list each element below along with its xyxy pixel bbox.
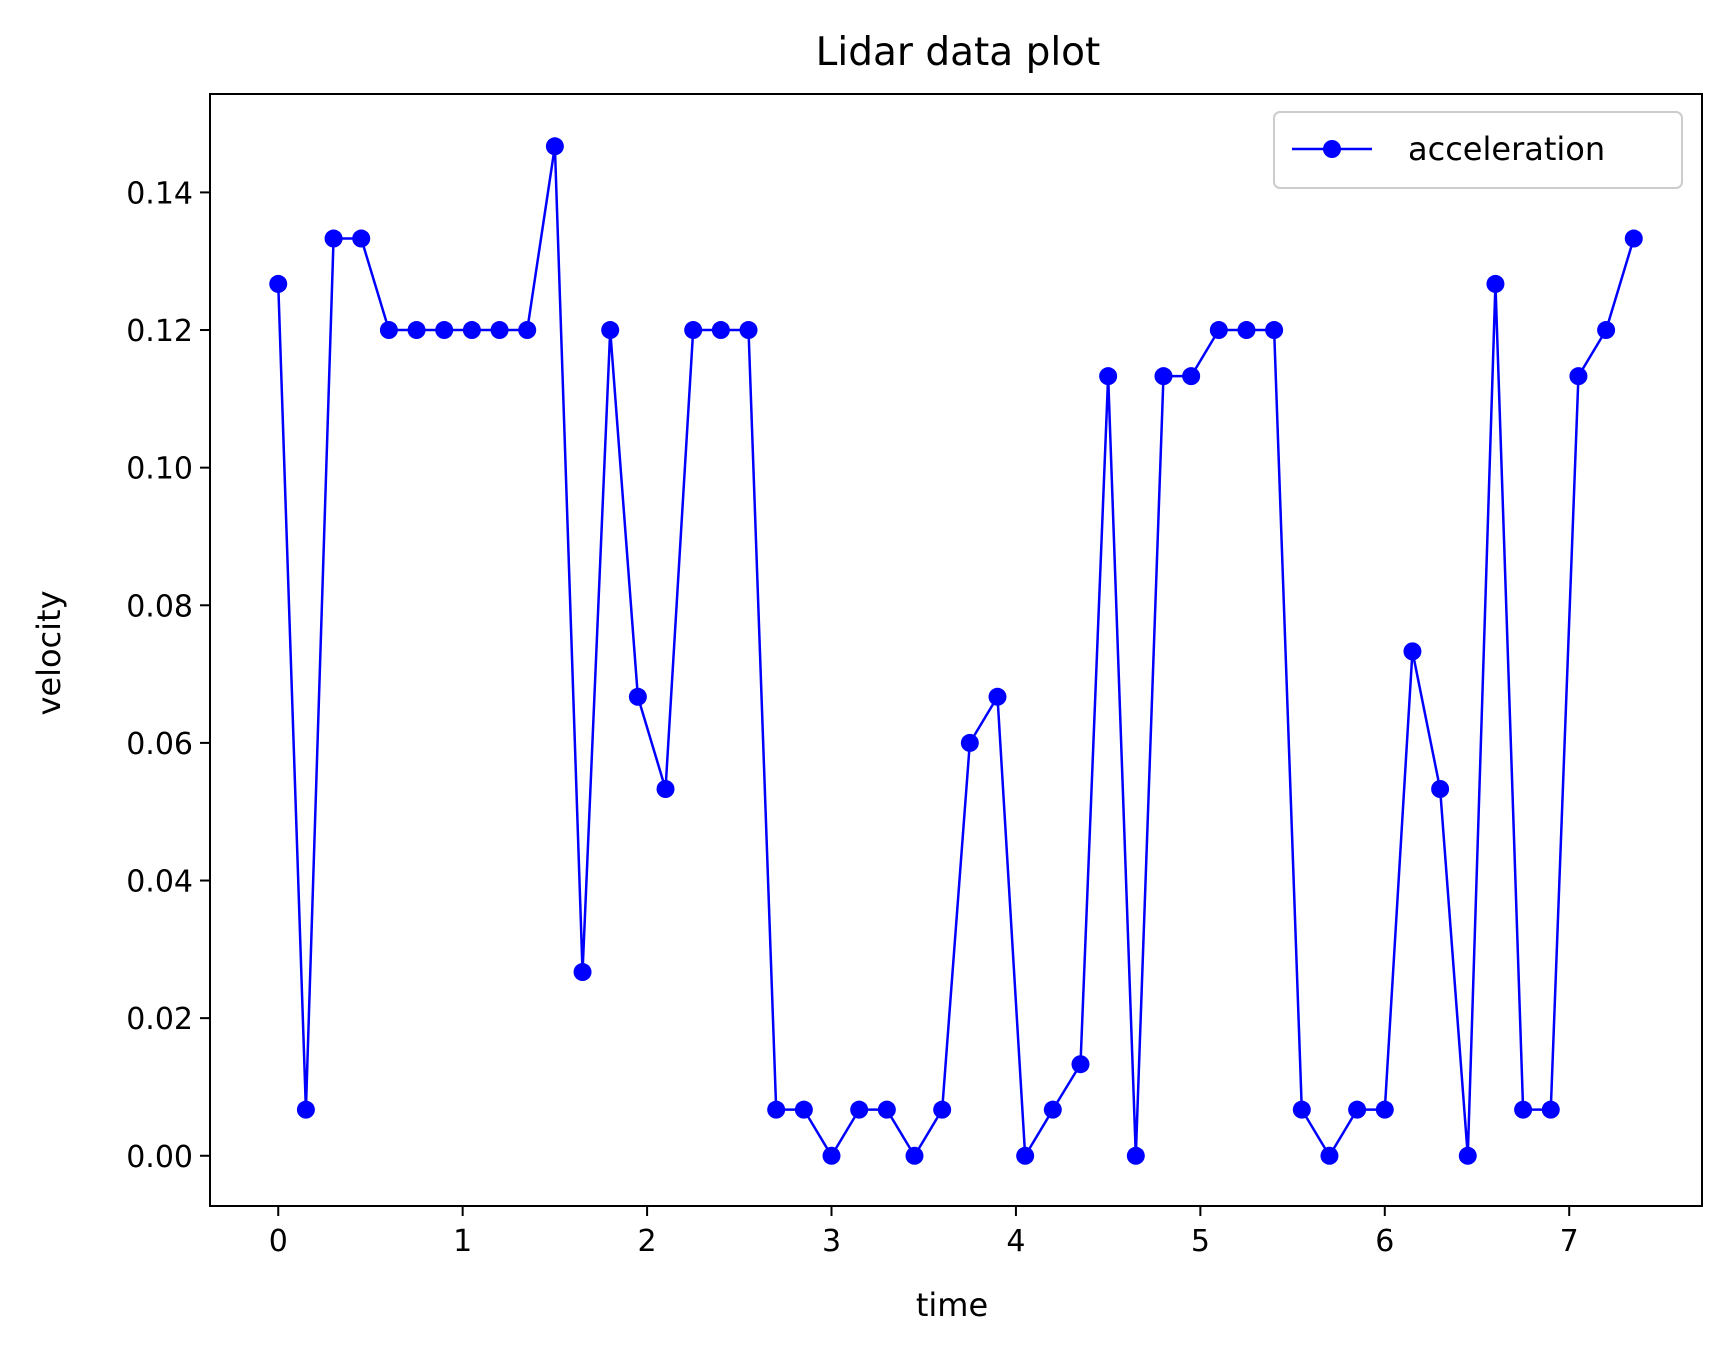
x-tick-label: 7 — [1560, 1224, 1579, 1259]
data-point — [1071, 1055, 1090, 1074]
data-point — [794, 1100, 813, 1119]
data-point — [324, 229, 343, 248]
data-point — [767, 1100, 786, 1119]
data-point — [1237, 321, 1256, 340]
data-point — [407, 321, 426, 340]
data-point — [379, 321, 398, 340]
data-point — [850, 1100, 869, 1119]
y-axis-label: velocity — [30, 590, 68, 715]
data-point — [1597, 321, 1616, 340]
data-point — [1431, 780, 1450, 798]
x-tick-label: 3 — [822, 1224, 841, 1259]
data-point — [545, 137, 564, 156]
x-axis: 0 1 2 3 4 5 6 7 — [269, 1206, 1579, 1259]
data-point — [933, 1100, 952, 1119]
data-point — [1348, 1100, 1367, 1119]
x-tick-label: 5 — [1191, 1224, 1210, 1259]
data-point — [877, 1100, 896, 1119]
data-point — [822, 1146, 841, 1165]
x-axis-label: time — [916, 1286, 988, 1324]
y-tick-label: 0.00 — [126, 1140, 193, 1175]
data-point — [601, 321, 620, 340]
data-point — [656, 780, 675, 798]
data-point — [1403, 642, 1422, 661]
x-tick-label: 4 — [1006, 1224, 1025, 1259]
x-tick-label: 0 — [269, 1224, 288, 1259]
y-tick-label: 0.08 — [126, 589, 193, 624]
y-tick-label: 0.10 — [126, 452, 193, 487]
axes-frame — [209, 93, 1703, 1207]
data-point — [711, 321, 730, 340]
data-point — [1209, 321, 1228, 340]
data-point — [628, 687, 647, 706]
chart-title: Lidar data plot — [816, 30, 1101, 75]
data-point — [960, 733, 979, 752]
data-point — [1375, 1100, 1394, 1119]
data-point — [1182, 367, 1201, 386]
data-point — [1043, 1100, 1062, 1119]
data-point — [1265, 321, 1284, 340]
data-point — [988, 687, 1007, 706]
y-tick-label: 0.12 — [126, 314, 193, 349]
data-point — [1569, 367, 1588, 386]
data-point — [435, 321, 454, 340]
legend: acceleration — [1273, 111, 1683, 189]
data-point — [296, 1100, 315, 1119]
data-point — [1292, 1100, 1311, 1119]
data-point — [1514, 1100, 1533, 1119]
y-tick-label: 0.14 — [126, 176, 193, 211]
data-point — [1099, 367, 1118, 386]
x-tick-label: 6 — [1375, 1224, 1394, 1259]
legend-label-acceleration: acceleration — [1408, 130, 1605, 168]
x-tick-label: 2 — [638, 1224, 657, 1259]
y-tick-label: 0.06 — [126, 727, 193, 762]
data-point — [269, 274, 288, 293]
data-point — [490, 321, 509, 340]
data-point — [1458, 1146, 1477, 1165]
data-point — [1016, 1146, 1035, 1165]
legend-box — [1273, 111, 1683, 189]
y-tick-label: 0.04 — [126, 865, 193, 900]
data-point — [573, 963, 592, 982]
data-point — [352, 229, 371, 248]
legend-marker-acceleration — [1323, 140, 1341, 158]
data-point — [684, 321, 703, 340]
data-point — [1486, 274, 1505, 293]
data-point — [1624, 229, 1643, 248]
data-point — [1320, 1146, 1339, 1165]
data-point — [1126, 1146, 1145, 1165]
plot-area — [269, 137, 1643, 1165]
x-tick-label: 1 — [453, 1224, 472, 1259]
y-axis: 0.00 0.02 0.04 0.06 0.08 0.10 0.12 0.14 — [126, 176, 210, 1175]
data-point — [1154, 367, 1173, 386]
data-point — [905, 1146, 924, 1165]
data-point — [739, 321, 758, 340]
data-point — [462, 321, 481, 340]
y-tick-label: 0.02 — [126, 1002, 193, 1037]
data-point — [1541, 1100, 1560, 1119]
data-point — [518, 321, 537, 340]
